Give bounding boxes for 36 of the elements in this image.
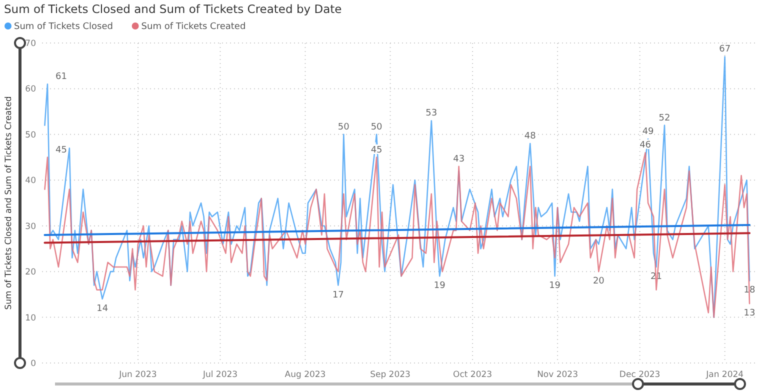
x-tick-label: Nov 2023: [537, 370, 578, 380]
data-label: 50: [338, 122, 350, 132]
data-label: 48: [524, 132, 536, 142]
y-axis-title: Sum of Tickets Closed and Sum of Tickets Created: [4, 96, 14, 310]
data-label: 13: [744, 308, 756, 319]
y-tick-label: 50: [25, 130, 36, 140]
y-tick-label: 0: [30, 359, 36, 369]
y-tick-label: 70: [25, 39, 36, 49]
x-tick-label: Oct 2023: [453, 370, 492, 380]
x-tick-label: Jan 2024: [705, 370, 744, 380]
x-tick-label: Dec 2023: [619, 370, 660, 380]
data-label: 19: [549, 281, 561, 292]
chart-title: Sum of Tickets Closed and Sum of Tickets Created by Date: [4, 2, 342, 16]
data-label: 14: [96, 304, 108, 314]
data-label: 49: [642, 127, 654, 137]
data-label: 19: [434, 281, 446, 292]
y-tick-label: 30: [25, 222, 36, 232]
data-label: 20: [592, 276, 605, 287]
y-tick-label: 10: [25, 313, 36, 324]
x-tick-label: Aug 2023: [284, 370, 326, 380]
y-tick-label: 20: [25, 268, 36, 278]
y-tick-label: 60: [25, 84, 36, 95]
data-label: 61: [55, 72, 67, 82]
legend-label: Sum of Tickets Closed: [14, 22, 113, 32]
data-label: 17: [332, 290, 344, 300]
x-tick-label: Jun 2023: [118, 370, 157, 380]
data-label: 52: [658, 113, 670, 124]
data-label: 45: [55, 145, 67, 156]
data-label: 43: [453, 154, 465, 164]
legend-label: Sum of Tickets Created: [141, 22, 246, 32]
data-label: 50: [370, 122, 383, 132]
y-tick-label: 40: [25, 176, 36, 186]
x-tick-label: Jul 2023: [202, 370, 238, 380]
data-label: 53: [426, 108, 438, 119]
x-tick-label: Sep 2023: [370, 370, 410, 380]
data-label: 67: [719, 44, 731, 55]
